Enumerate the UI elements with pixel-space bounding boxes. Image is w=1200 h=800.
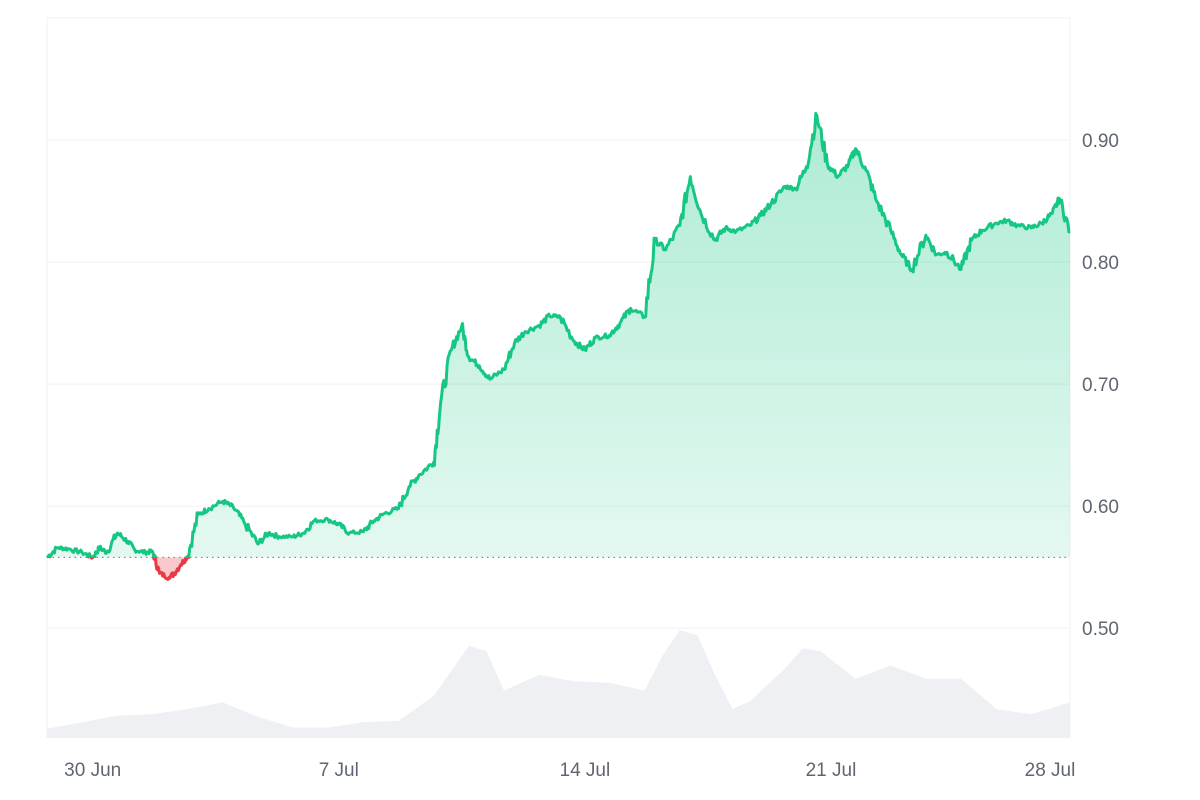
volume-area	[47, 630, 1070, 738]
x-tick-label: 21 Jul	[806, 760, 857, 781]
x-tick-label: 30 Jun	[64, 760, 121, 781]
y-tick-label: 0.50	[1082, 619, 1119, 640]
x-tick-label: 14 Jul	[560, 760, 611, 781]
price-area-up	[47, 113, 1070, 558]
price-line-layer	[46, 111, 1071, 581]
volume-area-layer	[47, 630, 1070, 738]
axes: 0.50 0.60 0.70 0.80 0.90 30 Jun 7 Jul 14 Jul 21 …	[64, 131, 1119, 781]
price-area-layer	[47, 113, 1070, 580]
price-line-up	[46, 111, 1071, 558]
y-tick-label: 0.60	[1082, 497, 1119, 518]
y-tick-label: 0.80	[1082, 253, 1119, 274]
x-tick-label: 28 Jul	[1025, 760, 1076, 781]
x-tick-label: 7 Jul	[319, 760, 359, 781]
y-tick-label: 0.90	[1082, 131, 1119, 152]
y-tick-label: 0.70	[1082, 375, 1119, 396]
